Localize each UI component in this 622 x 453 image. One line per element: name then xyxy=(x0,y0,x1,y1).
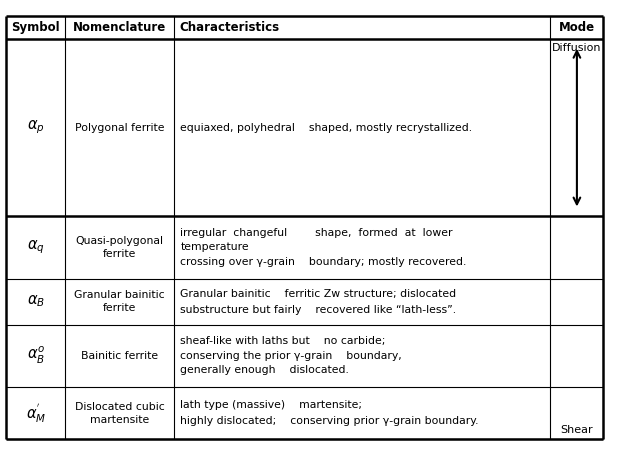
Text: Shear: Shear xyxy=(560,425,593,435)
Text: lath type (massive)    martensite;: lath type (massive) martensite; xyxy=(180,400,363,410)
Text: Mode: Mode xyxy=(559,21,595,34)
Text: conserving the prior γ-grain    boundary,: conserving the prior γ-grain boundary, xyxy=(180,351,402,361)
Text: $\alpha_B$: $\alpha_B$ xyxy=(27,294,45,309)
Text: temperature: temperature xyxy=(180,242,249,252)
Text: crossing over γ-grain    boundary; mostly recovered.: crossing over γ-grain boundary; mostly r… xyxy=(180,257,466,267)
Text: $\alpha_M^{'}$: $\alpha_M^{'}$ xyxy=(26,401,46,425)
Text: irregular  changeful        shape,  formed  at  lower: irregular changeful shape, formed at low… xyxy=(180,228,453,238)
Text: Granular bainitic    ferritic Zw structure; dislocated: Granular bainitic ferritic Zw structure;… xyxy=(180,289,457,299)
Text: Bainitic ferrite: Bainitic ferrite xyxy=(81,351,158,361)
Text: sheaf-like with laths but    no carbide;: sheaf-like with laths but no carbide; xyxy=(180,337,386,347)
Text: $\alpha_p$: $\alpha_p$ xyxy=(27,119,45,136)
Text: Dislocated cubic
martensite: Dislocated cubic martensite xyxy=(75,402,165,425)
Text: equiaxed, polyhedral    shaped, mostly recrystallized.: equiaxed, polyhedral shaped, mostly recr… xyxy=(180,123,473,133)
Text: $\alpha_q$: $\alpha_q$ xyxy=(27,239,45,256)
Text: Symbol: Symbol xyxy=(11,21,60,34)
Text: substructure but fairly    recovered like “lath-less”.: substructure but fairly recovered like “… xyxy=(180,304,457,314)
Text: $\alpha_B^{o}$: $\alpha_B^{o}$ xyxy=(27,345,45,366)
Text: generally enough    dislocated.: generally enough dislocated. xyxy=(180,366,350,376)
Text: Polygonal ferrite: Polygonal ferrite xyxy=(75,123,164,133)
Text: Nomenclature: Nomenclature xyxy=(73,21,166,34)
Text: Quasi-polygonal
ferrite: Quasi-polygonal ferrite xyxy=(76,236,164,259)
Text: highly dislocated;    conserving prior γ-grain boundary.: highly dislocated; conserving prior γ-gr… xyxy=(180,416,479,426)
Text: Diffusion: Diffusion xyxy=(552,43,601,53)
Text: Characteristics: Characteristics xyxy=(179,21,279,34)
Text: Granular bainitic
ferrite: Granular bainitic ferrite xyxy=(75,290,165,313)
